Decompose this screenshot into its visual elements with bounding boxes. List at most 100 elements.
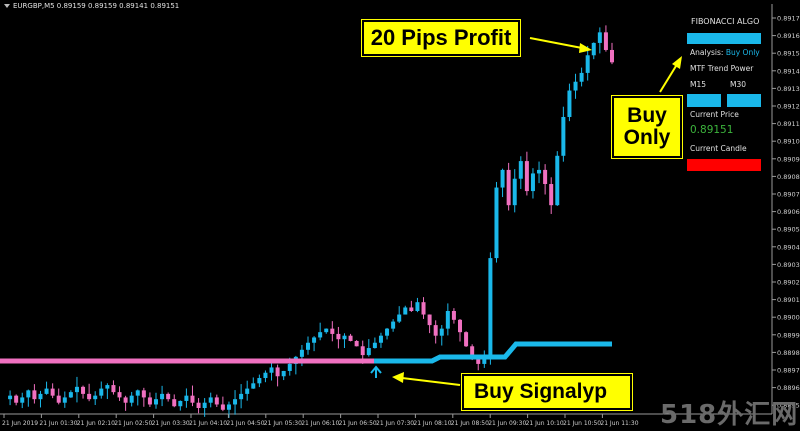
candle-body xyxy=(44,388,49,394)
analysis-row: Analysis: Buy Only xyxy=(690,48,760,57)
candle-body xyxy=(585,55,590,73)
x-tick-label: 21 Jun 04:50 xyxy=(226,420,264,427)
candle-body xyxy=(555,155,560,206)
candle-body xyxy=(269,367,274,373)
candle-body xyxy=(561,117,566,156)
x-tick-label: 21 Jun 09:30 xyxy=(488,420,526,427)
candle-body xyxy=(117,392,122,398)
x-tick-label: 21 Jun 10:50 xyxy=(563,420,601,427)
candle-body xyxy=(354,340,359,347)
candle-body xyxy=(178,400,183,407)
candle-body xyxy=(68,392,73,398)
mtf-label: MTF Trend Power xyxy=(690,64,754,73)
candle-body xyxy=(494,187,499,259)
candle-body xyxy=(105,385,110,389)
y-tick-label: 0.89055 xyxy=(777,226,800,234)
x-tick-label: 21 Jun 01:30 xyxy=(39,420,77,427)
x-tick-label: 21 Jun 06:50 xyxy=(339,420,377,427)
y-tick-label: 0.89085 xyxy=(777,173,800,181)
candle-body xyxy=(87,393,92,400)
candle-body xyxy=(62,397,67,403)
y-tick-label: 0.89095 xyxy=(777,155,800,163)
candle-body xyxy=(202,402,207,408)
candle-body xyxy=(372,342,377,349)
candle-body xyxy=(166,393,171,400)
candle-body xyxy=(281,370,286,377)
time-axis: 21 Jun 2019 21 Jun 01:30 21 Jun 02:10 21 Ju… xyxy=(2,414,639,427)
x-tick-label: 21 Jun 07:30 xyxy=(376,420,414,427)
buy-only-callout: Buy Only xyxy=(611,95,683,159)
x-tick-label: 21 Jun 11:30 xyxy=(600,420,638,427)
candle-body xyxy=(324,328,329,333)
candle-body xyxy=(579,72,584,82)
candle-body xyxy=(597,32,602,43)
candle-body xyxy=(415,302,420,311)
candle-body xyxy=(360,346,365,356)
analysis-value: Buy Only xyxy=(725,48,760,57)
candle-body xyxy=(147,397,152,405)
candle-body xyxy=(518,161,523,179)
candle-body xyxy=(220,404,225,410)
candle-body xyxy=(342,335,347,340)
y-tick-label: 0.89165 xyxy=(777,32,800,40)
candle-body xyxy=(26,390,31,398)
candle-body xyxy=(184,395,189,401)
m30-label: M30 xyxy=(730,80,747,89)
candle-body xyxy=(56,395,61,403)
panel-title: FIBONACCI ALGO xyxy=(691,17,760,26)
candle-body xyxy=(397,314,402,322)
candle-body xyxy=(610,49,614,63)
candles xyxy=(8,25,614,418)
current-candle-label: Current Candle xyxy=(690,144,747,153)
candle-body xyxy=(154,399,158,405)
candle-body xyxy=(233,399,238,405)
y-tick-label: 0.89125 xyxy=(777,103,800,111)
candle-body xyxy=(299,349,304,357)
y-tick-label: 0.88985 xyxy=(777,349,800,357)
candle-body xyxy=(32,390,37,400)
candle-body xyxy=(409,307,414,311)
candle-body xyxy=(451,311,456,320)
candle-body xyxy=(603,32,608,50)
candle-body xyxy=(421,302,426,315)
x-tick-label: 21 Jun 2019 xyxy=(2,420,38,427)
candle-body xyxy=(458,319,462,333)
candle-body xyxy=(38,393,43,400)
current-price: 0.89151 xyxy=(690,124,734,136)
candle-body xyxy=(543,169,548,185)
y-tick-label: 0.89155 xyxy=(777,50,800,58)
candle-body xyxy=(312,337,317,343)
candle-body xyxy=(287,363,292,371)
candle-body xyxy=(141,390,146,398)
candle-body xyxy=(512,178,517,206)
candle-body xyxy=(111,385,116,393)
candle-body xyxy=(50,388,55,396)
candle-body xyxy=(433,325,438,336)
y-tick-label: 0.88975 xyxy=(777,367,800,375)
candle-body xyxy=(439,328,444,336)
candle-body xyxy=(214,397,219,405)
candle-body xyxy=(160,393,165,400)
candle-body xyxy=(464,332,469,347)
y-tick-label: 0.89065 xyxy=(777,208,800,216)
candle-body xyxy=(275,367,280,377)
candle-body xyxy=(385,328,390,336)
candle-body xyxy=(81,386,86,394)
candle-body xyxy=(239,393,244,400)
x-tick-label: 21 Jun 08:50 xyxy=(451,420,489,427)
x-tick-label: 21 Jun 05:30 xyxy=(264,420,302,427)
m15-power-bar xyxy=(687,94,721,107)
y-tick-label: 0.89075 xyxy=(777,191,800,199)
candle-body xyxy=(549,184,554,206)
symbol-info: EURGBP,M5 0.89159 0.89159 0.89141 0.8915… xyxy=(4,2,179,10)
candle-body xyxy=(263,372,268,379)
candle-body xyxy=(330,328,335,334)
candle-body xyxy=(135,390,140,396)
x-tick-label: 21 Jun 06:10 xyxy=(301,420,339,427)
profit-callout: 20 Pips Profit xyxy=(361,19,521,57)
candle-body xyxy=(20,397,25,403)
y-tick-label: 0.89025 xyxy=(777,279,800,287)
x-tick-label: 21 Jun 10:10 xyxy=(526,420,564,427)
chevron-down-icon xyxy=(4,4,10,8)
